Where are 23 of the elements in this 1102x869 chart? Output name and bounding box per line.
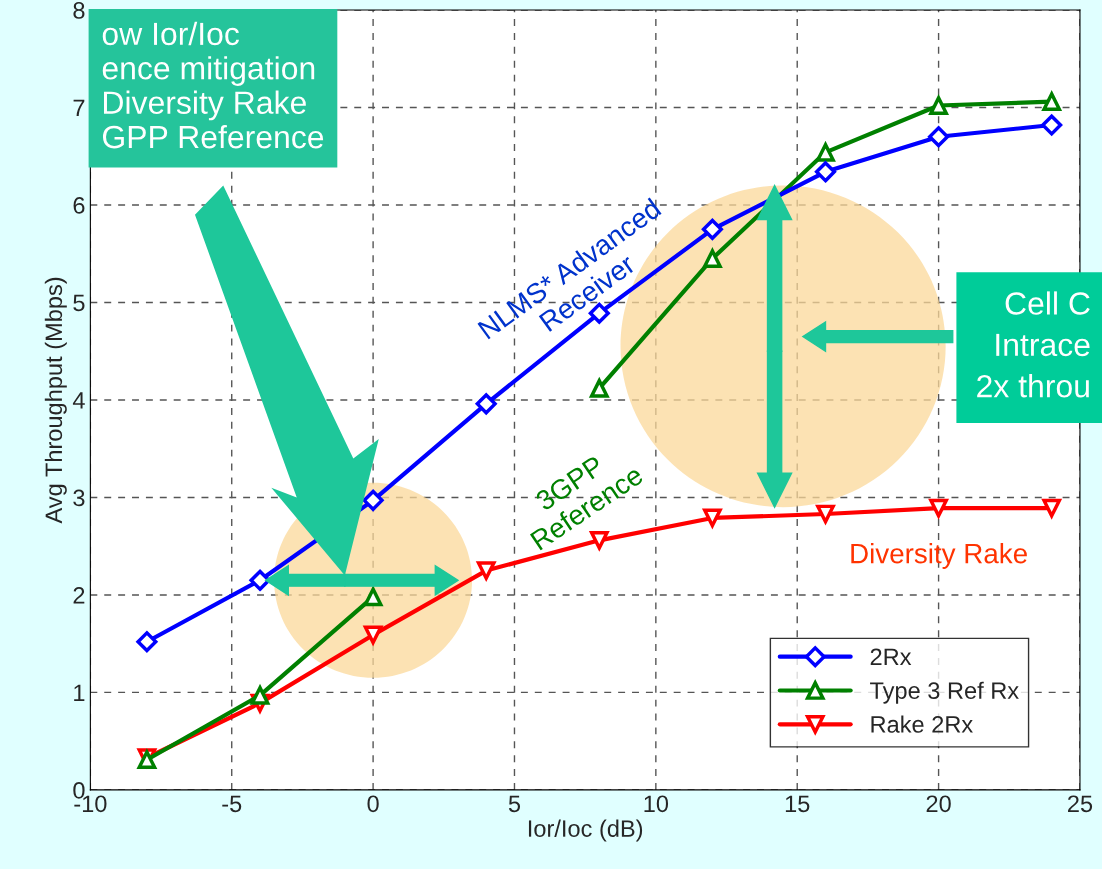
- x-axis-title: Ior/Ioc (dB): [528, 819, 643, 842]
- y-tick-label: 5: [73, 294, 85, 312]
- y-tick-label: 3: [73, 489, 85, 507]
- y-tick-label: 7: [73, 99, 85, 117]
- x-tick-label: 10: [644, 795, 669, 813]
- x-tick-label: 5: [508, 795, 521, 813]
- x-tick-label: 15: [785, 795, 810, 813]
- y-tick-label: 1: [74, 684, 85, 701]
- annotation: ow Ior/Ioc ence mitigation Diversity Rake GPP Reference: [102, 21, 324, 149]
- legend-label: 2Rx: [870, 648, 912, 665]
- x-tick-label: 0: [367, 795, 379, 813]
- y-tick-label: 2: [73, 587, 85, 604]
- x-tick-label: 20: [926, 795, 951, 813]
- annotation: Cell C Intrace 2x throu: [977, 291, 1090, 398]
- legend-label: Type 3 Ref Rx: [870, 681, 1019, 704]
- annotation: Diversity Rake: [851, 543, 1027, 569]
- x-tick-label: -5: [222, 795, 242, 813]
- x-tick-label: 25: [1068, 795, 1093, 813]
- y-tick-label: 8: [73, 2, 85, 19]
- y-axis-title: Avg Throughput (Mbps): [44, 277, 67, 524]
- y-tick-label: 4: [72, 392, 85, 409]
- y-tick-label: 6: [73, 197, 85, 214]
- legend-label: Rake 2Rx: [871, 715, 973, 733]
